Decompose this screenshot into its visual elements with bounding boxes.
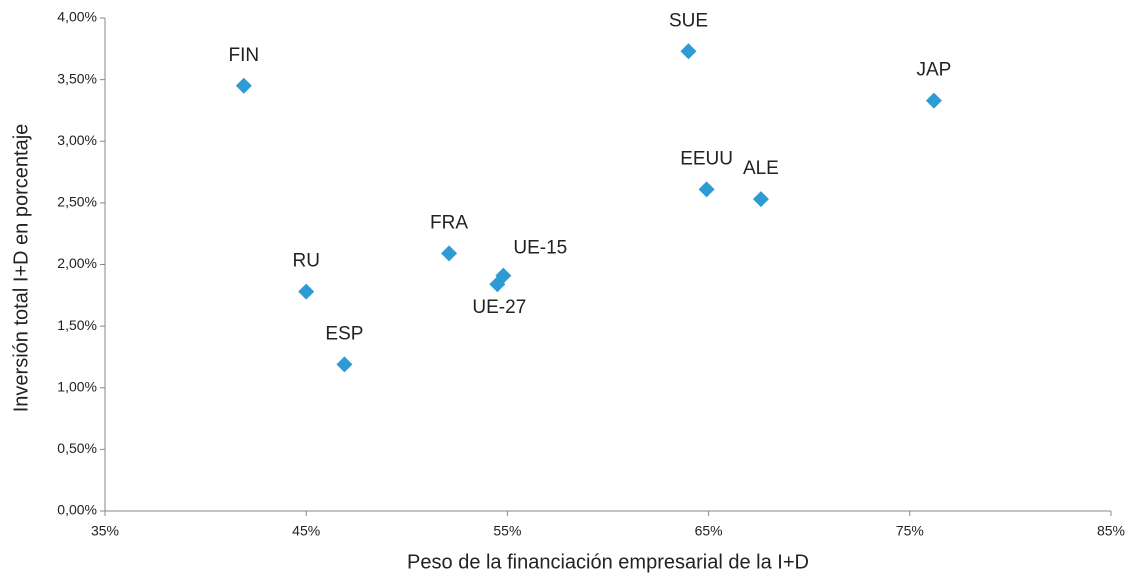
y-tick-label: 4,00% <box>57 9 97 25</box>
point <box>752 191 769 208</box>
point-label: FIN <box>229 45 260 66</box>
point <box>298 283 315 300</box>
y-axis-label: Inversión total I+D en porcentaje <box>10 124 32 413</box>
point <box>336 356 353 373</box>
x-tick-label: 75% <box>896 523 924 539</box>
y-tick-label: 2,50% <box>57 194 97 210</box>
point-label: JAP <box>917 60 952 81</box>
y-tick-label: 3,50% <box>57 70 97 86</box>
x-tick-label: 65% <box>695 523 723 539</box>
point-label: FRA <box>430 212 468 233</box>
y-tick-label: 0,50% <box>57 440 97 456</box>
x-axis-label: Peso de la financiación empresarial de l… <box>407 551 809 573</box>
point <box>925 92 942 109</box>
point-label: RU <box>292 251 319 272</box>
x-tick-label: 55% <box>493 523 521 539</box>
point <box>489 276 506 293</box>
x-tick-label: 45% <box>292 523 320 539</box>
point-label: UE-27 <box>472 297 526 318</box>
point <box>698 181 715 198</box>
point-label: UE-15 <box>513 238 567 259</box>
point <box>235 77 252 94</box>
point <box>680 43 697 60</box>
point <box>441 245 458 262</box>
point-label: EEUU <box>680 148 733 169</box>
y-tick-label: 3,00% <box>57 132 97 148</box>
x-tick-label: 35% <box>91 523 119 539</box>
point-label: ESP <box>325 323 363 344</box>
y-tick-label: 1,50% <box>57 317 97 333</box>
x-tick-label: 85% <box>1097 523 1125 539</box>
point-label: SUE <box>669 10 708 31</box>
y-tick-label: 1,00% <box>57 378 97 394</box>
point-label: ALE <box>743 158 779 179</box>
y-tick-label: 0,00% <box>57 502 97 518</box>
y-tick-label: 2,00% <box>57 255 97 271</box>
